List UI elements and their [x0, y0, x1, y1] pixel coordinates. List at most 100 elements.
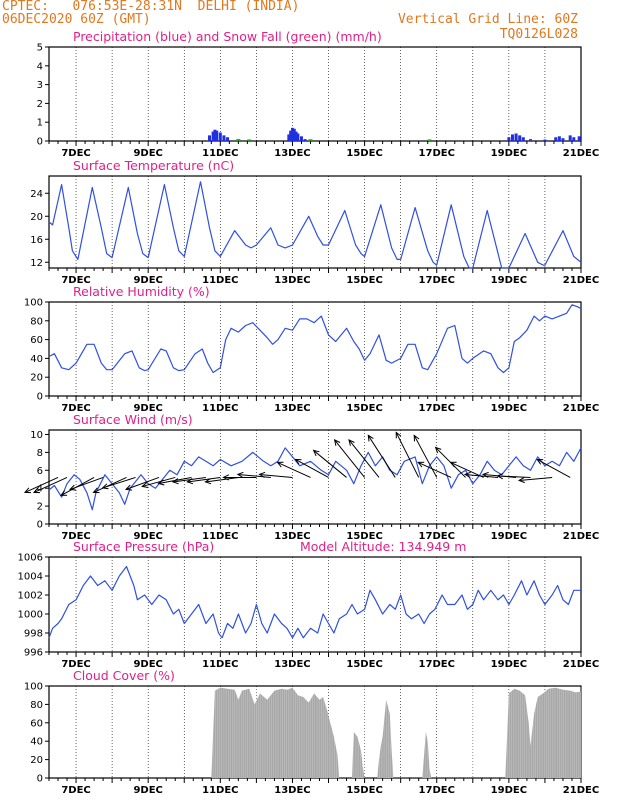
- pres-xtick-label: 21DEC: [563, 659, 599, 670]
- wind-arrow: [497, 475, 531, 478]
- wind-arrow-head: [141, 482, 149, 488]
- wind-arrow-head: [276, 461, 284, 468]
- cloud-ytick-label: 40: [30, 737, 43, 748]
- wind-ytick-label: 0: [37, 520, 43, 531]
- wind-xtick-label: 11DEC: [202, 531, 238, 542]
- wind-line: [48, 447, 582, 511]
- precip-bar: [290, 127, 294, 141]
- wind-arrow: [172, 476, 206, 483]
- pres-line: [48, 565, 581, 639]
- rh-ytick-label: 0: [37, 392, 43, 403]
- wind-arrow-head: [236, 471, 244, 478]
- wind-xtick-label: 21DEC: [563, 531, 599, 542]
- precip-bar: [554, 137, 558, 141]
- wind-arrow-head: [204, 478, 212, 485]
- wind-arrow: [334, 439, 365, 478]
- precip-bar: [518, 135, 522, 141]
- wind-arrow: [536, 459, 571, 478]
- wind-arrow: [93, 476, 127, 493]
- precip-bar: [287, 134, 291, 141]
- wind-arrow-head: [496, 473, 504, 480]
- temp-ytick-label: 20: [30, 212, 43, 223]
- wind-arrow-head: [413, 434, 420, 442]
- temp-xtick-label: 13DEC: [274, 275, 310, 286]
- snow-bar: [247, 139, 252, 141]
- wind-arrow-head: [124, 484, 133, 491]
- pres-title: Surface Pressure (hPa): [73, 539, 214, 554]
- wind-arrow-head: [463, 471, 471, 478]
- wind-arrow-head: [417, 461, 425, 468]
- wind-arrow-head: [348, 438, 355, 446]
- wind-arrow-head: [333, 439, 341, 446]
- rh-ytick-label: 80: [30, 316, 43, 327]
- precip-xtick-label: 21DEC: [563, 148, 599, 159]
- cloud-title: Cloud Cover (%): [73, 668, 175, 683]
- header-model-code: TQ0126L028: [499, 27, 578, 42]
- precip-bar: [215, 130, 219, 141]
- cloud-xtick-label: 17DEC: [419, 785, 455, 796]
- rh-xtick-label: 19DEC: [491, 403, 527, 414]
- wind-xtick-label: 19DEC: [491, 531, 527, 542]
- wind-arrow: [125, 476, 160, 490]
- precip-title: Precipitation (blue) and Snow Fall (gree…: [73, 29, 382, 44]
- wind-arrow-head: [23, 487, 32, 494]
- pres-xtick-label: 13DEC: [274, 659, 310, 670]
- rh-xtick-label: 15DEC: [346, 403, 382, 414]
- precip-ytick-label: 3: [37, 80, 43, 91]
- precip-bar: [577, 136, 581, 141]
- precip-xtick-label: 17DEC: [419, 148, 455, 159]
- rh-xtick-label: 17DEC: [419, 403, 455, 414]
- wind-xtick-label: 15DEC: [346, 531, 382, 542]
- wind-arrow: [187, 476, 221, 483]
- wind-arrow: [395, 432, 420, 478]
- wind-arrow-head: [60, 490, 68, 496]
- precip-bar: [514, 133, 518, 141]
- wind-ytick-label: 4: [37, 484, 43, 495]
- precip-bar: [303, 139, 307, 141]
- wind-arrow-head: [222, 474, 230, 481]
- cloud-xtick-label: 9DEC: [133, 785, 162, 796]
- precip-ytick-label: 1: [37, 118, 43, 129]
- wind-ytick-label: 8: [37, 448, 43, 459]
- rh-frame: [48, 301, 582, 397]
- wind-arrow: [348, 439, 380, 478]
- wind-arrow-head: [92, 487, 100, 494]
- wind-arrow: [205, 476, 239, 483]
- rh-ytick-label: 100: [24, 298, 43, 309]
- pres-xtick-label: 9DEC: [133, 659, 162, 670]
- temp-ytick-label: 16: [30, 235, 43, 246]
- precip-xtick-label: 9DEC: [133, 148, 162, 159]
- header-grid-info: Vertical Grid Line: 60Z: [397, 12, 578, 27]
- precip-xtick-label: 11DEC: [202, 148, 238, 159]
- header-station: CPTEC: 076:53E-28:31N DELHI (INDIA): [2, 0, 300, 14]
- temp-xtick-label: 17DEC: [419, 275, 455, 286]
- wind-arrow-head: [258, 471, 266, 478]
- snow-bar: [236, 139, 241, 141]
- wind-xtick-label: 17DEC: [419, 531, 455, 542]
- temp-xtick-label: 9DEC: [133, 275, 162, 286]
- wind-arrow: [519, 476, 553, 481]
- pres-ytick-label: 1000: [18, 610, 43, 621]
- wind-arrow: [237, 473, 271, 478]
- precip-bar: [561, 138, 565, 141]
- pres-ytick-label: 996: [24, 648, 43, 659]
- wind-arrow: [69, 476, 104, 490]
- header-run-time: 06DEC2020 60Z (GMT): [2, 12, 151, 27]
- wind-arrow: [24, 476, 59, 493]
- precip-bar: [299, 136, 303, 141]
- precip-bar: [568, 135, 572, 141]
- wind-xtick-label: 13DEC: [274, 531, 310, 542]
- wind-ytick-label: 6: [37, 466, 43, 477]
- cloud-xtick-label: 11DEC: [202, 785, 238, 796]
- temp-xtick-label: 7DEC: [61, 275, 90, 286]
- rh-xtick-label: 7DEC: [61, 403, 90, 414]
- pres-annotation: Model Altitude: 134.949 m: [300, 539, 466, 554]
- precip-xtick-label: 7DEC: [61, 148, 90, 159]
- wind-arrow-head: [434, 446, 442, 454]
- wind-arrow-head: [32, 487, 41, 494]
- rh-xtick-label: 13DEC: [274, 403, 310, 414]
- precip-bar: [572, 137, 576, 141]
- wind-arrow: [295, 459, 329, 478]
- wind-arrow: [417, 461, 452, 478]
- temp-xtick-label: 21DEC: [563, 275, 599, 286]
